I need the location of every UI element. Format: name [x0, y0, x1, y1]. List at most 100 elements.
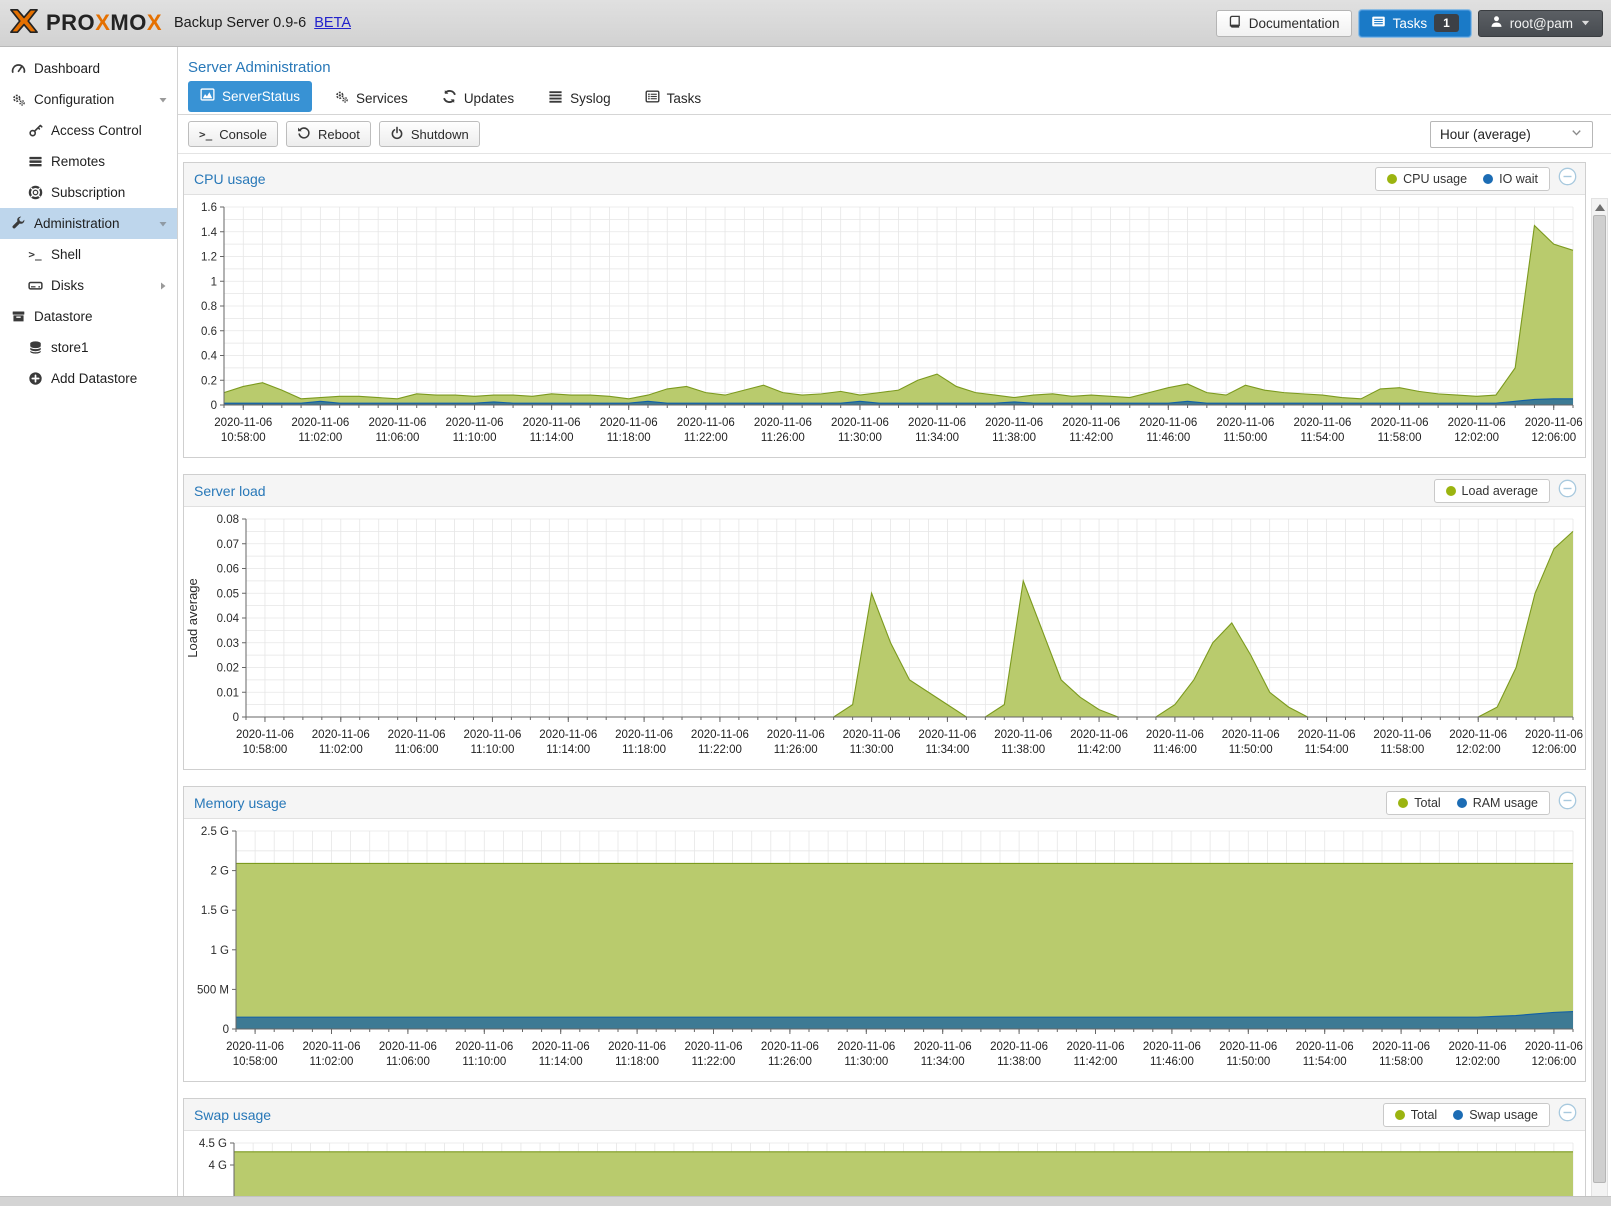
- archive-box-icon: [10, 309, 26, 324]
- vertical-scrollbar[interactable]: [1591, 198, 1608, 1196]
- book-icon: [1228, 15, 1242, 32]
- sidebar-item-administration[interactable]: Administration: [0, 208, 177, 239]
- beta-link[interactable]: BETA: [314, 15, 351, 31]
- tab-tasks[interactable]: Tasks: [633, 83, 714, 114]
- sidebar-item-shell[interactable]: >_ Shell: [28, 247, 82, 262]
- plus-circle-icon: [27, 371, 43, 386]
- documentation-button[interactable]: Documentation: [1215, 9, 1352, 37]
- legend-item[interactable]: Total: [1394, 1108, 1437, 1122]
- sidebar-item-store1[interactable]: store1: [0, 332, 177, 363]
- legend-dot: [1398, 797, 1409, 808]
- collapse-icon[interactable]: [1558, 1103, 1577, 1127]
- console-button[interactable]: >_ Console: [188, 121, 278, 147]
- svg-text:12:06:00: 12:06:00: [1532, 744, 1577, 756]
- svg-text:500 M: 500 M: [197, 984, 229, 996]
- chevron-down-icon[interactable]: [157, 94, 169, 106]
- svg-text:4.5 G: 4.5 G: [199, 1138, 227, 1150]
- collapse-icon[interactable]: [1558, 791, 1577, 815]
- svg-text:4 G: 4 G: [208, 1160, 227, 1172]
- svg-text:2020-11-06: 2020-11-06: [1219, 1041, 1277, 1053]
- svg-text:2020-11-06: 2020-11-06: [685, 1041, 743, 1053]
- svg-text:0.8: 0.8: [201, 301, 217, 313]
- shutdown-button[interactable]: Shutdown: [378, 121, 480, 147]
- svg-text:11:26:00: 11:26:00: [761, 432, 805, 444]
- legend-item[interactable]: IO wait: [1483, 172, 1538, 186]
- gears-icon: [10, 92, 26, 107]
- legend-item[interactable]: CPU usage: [1387, 172, 1467, 186]
- svg-text:11:38:00: 11:38:00: [997, 1056, 1041, 1068]
- scroll-up-arrow-icon[interactable]: [1595, 204, 1605, 211]
- svg-text:2020-11-06: 2020-11-06: [608, 1041, 666, 1053]
- svg-text:2020-11-06: 2020-11-06: [1139, 417, 1197, 429]
- timeframe-select[interactable]: Hour (average): [1430, 120, 1593, 148]
- reboot-button[interactable]: Reboot: [285, 121, 371, 147]
- svg-text:11:30:00: 11:30:00: [844, 1056, 888, 1068]
- database-icon: [27, 340, 43, 355]
- tasks-count-badge: 1: [1434, 14, 1459, 32]
- svg-text:11:30:00: 11:30:00: [850, 744, 894, 756]
- tab-services[interactable]: Services: [322, 83, 420, 114]
- svg-text:12:06:00: 12:06:00: [1532, 1056, 1577, 1068]
- tab-syslog[interactable]: Syslog: [536, 83, 623, 114]
- sidebar-item-dashboard[interactable]: Dashboard: [0, 53, 177, 84]
- legend-dot: [1456, 797, 1467, 808]
- svg-text:11:26:00: 11:26:00: [774, 744, 818, 756]
- svg-text:1.2: 1.2: [201, 252, 217, 264]
- svg-text:11:50:00: 11:50:00: [1226, 1056, 1270, 1068]
- svg-text:0.2: 0.2: [201, 375, 217, 387]
- svg-text:11:50:00: 11:50:00: [1223, 432, 1267, 444]
- svg-text:11:18:00: 11:18:00: [607, 432, 651, 444]
- svg-text:11:58:00: 11:58:00: [1378, 432, 1422, 444]
- chart-legend: Total Swap usage: [1382, 1102, 1550, 1127]
- svg-text:2020-11-06: 2020-11-06: [463, 729, 521, 741]
- svg-text:2020-11-06: 2020-11-06: [985, 417, 1043, 429]
- svg-text:2020-11-06: 2020-11-06: [1143, 1041, 1201, 1053]
- legend-label: Swap usage: [1469, 1107, 1538, 1122]
- legend-item[interactable]: Load average: [1445, 484, 1538, 498]
- svg-text:0: 0: [211, 400, 217, 412]
- svg-text:2020-11-06: 2020-11-06: [914, 1041, 972, 1053]
- legend-item[interactable]: RAM usage: [1456, 796, 1538, 810]
- tab-serverstatus[interactable]: ServerStatus: [188, 81, 313, 112]
- panel-title: Server load: [194, 482, 266, 499]
- sidebar-item-configuration[interactable]: Configuration: [0, 84, 177, 115]
- sidebar-nav: Dashboard Configuration Access Control R…: [0, 47, 178, 1196]
- svg-text:11:06:00: 11:06:00: [375, 432, 419, 444]
- power-icon: [390, 126, 404, 143]
- svg-text:11:42:00: 11:42:00: [1069, 432, 1113, 444]
- collapse-icon[interactable]: [1558, 479, 1577, 503]
- legend-item[interactable]: Total: [1398, 796, 1441, 810]
- svg-text:0.04: 0.04: [217, 613, 240, 625]
- user-menu-button[interactable]: root@pam: [1477, 9, 1603, 37]
- svg-text:0.4: 0.4: [201, 351, 218, 363]
- chart-legend: Total RAM usage: [1386, 790, 1550, 815]
- svg-text:10:58:00: 10:58:00: [233, 1056, 278, 1068]
- chevron-right-icon[interactable]: [157, 280, 169, 292]
- sidebar-item-access-control[interactable]: Access Control: [0, 115, 177, 146]
- sidebar-item-datastore[interactable]: Datastore: [0, 301, 177, 332]
- collapse-icon[interactable]: [1558, 167, 1577, 191]
- sidebar-item-remotes[interactable]: Remotes: [0, 146, 177, 177]
- svg-text:2020-11-06: 2020-11-06: [1067, 1041, 1125, 1053]
- svg-text:2020-11-06: 2020-11-06: [843, 729, 901, 741]
- brand-text: PROXMOX: [46, 10, 163, 35]
- scrollbar-thumb[interactable]: [1593, 215, 1606, 1183]
- svg-text:0: 0: [233, 712, 239, 724]
- svg-text:2020-11-06: 2020-11-06: [214, 417, 272, 429]
- svg-text:11:02:00: 11:02:00: [298, 432, 342, 444]
- tab-updates[interactable]: Updates: [430, 83, 526, 114]
- svg-text:2020-11-06: 2020-11-06: [990, 1041, 1048, 1053]
- chevron-down-icon[interactable]: [157, 218, 169, 230]
- sidebar-item-add-datastore[interactable]: Add Datastore: [0, 363, 177, 394]
- tasks-button[interactable]: Tasks 1: [1358, 9, 1471, 37]
- wrench-icon: [10, 216, 26, 231]
- task-list-icon: [1371, 14, 1386, 32]
- cpu-usage-panel: CPU usage CPU usage IO wait 1.6 1.4 1.2 1 0.8…: [183, 162, 1586, 458]
- svg-text:11:22:00: 11:22:00: [698, 744, 742, 756]
- svg-text:2020-11-06: 2020-11-06: [1146, 729, 1204, 741]
- svg-text:10:58:00: 10:58:00: [221, 432, 266, 444]
- sidebar-item-disks[interactable]: Disks: [0, 270, 177, 301]
- svg-text:0: 0: [223, 1024, 229, 1036]
- legend-item[interactable]: Swap usage: [1453, 1108, 1538, 1122]
- sidebar-item-subscription[interactable]: Subscription: [0, 177, 177, 208]
